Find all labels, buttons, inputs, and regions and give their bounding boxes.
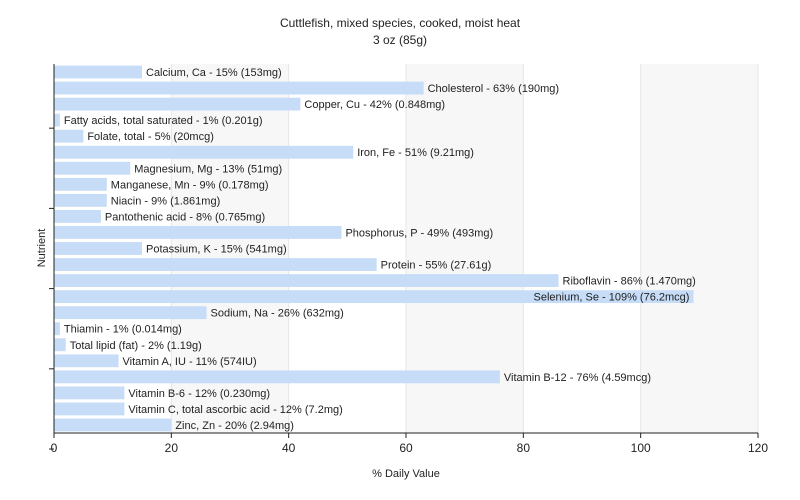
bar-label: Folate, total - 5% (20mcg) — [87, 131, 214, 143]
bar-label: Protein - 55% (27.61g) — [381, 260, 492, 272]
x-tick-label: 100 — [631, 441, 651, 455]
bar-label: Pantothenic acid - 8% (0.765mg) — [105, 211, 265, 223]
bar — [54, 193, 107, 207]
x-tick-label: 20 — [165, 441, 179, 455]
bar — [54, 145, 354, 159]
bar — [54, 306, 207, 320]
bar-label: Potassium, K - 15% (541mg) — [146, 244, 287, 256]
chart-subtitle: 3 oz (85g) — [373, 33, 427, 47]
x-axis-label: % Daily Value — [372, 468, 440, 480]
bar-label: Vitamin C, total ascorbic acid - 12% (7.… — [128, 404, 342, 416]
grid-band — [640, 64, 758, 433]
x-tick-label: 60 — [399, 441, 413, 455]
bar — [54, 402, 125, 416]
bar — [54, 338, 66, 352]
bar — [54, 386, 125, 400]
bar-label: Magnesium, Mg - 13% (51mg) — [134, 163, 282, 175]
bar — [54, 322, 60, 336]
x-tick-label: 0 — [51, 441, 58, 455]
bar — [54, 370, 500, 384]
bar — [54, 81, 424, 95]
bar-label: Total lipid (fat) - 2% (1.19g) — [70, 340, 202, 352]
bar-label: Niacin - 9% (1.861mg) — [111, 195, 220, 207]
bar-label: Riboflavin - 86% (1.470mg) — [563, 276, 696, 288]
bar-label: Selenium, Se - 109% (76.2mcg) — [534, 292, 690, 304]
bar-label: Cholesterol - 63% (190mg) — [428, 83, 559, 95]
bar-label: Thiamin - 1% (0.014mg) — [64, 324, 182, 336]
bar — [54, 97, 301, 111]
bar-label: Vitamin A, IU - 11% (574IU) — [123, 356, 257, 368]
bar-label: Zinc, Zn - 20% (2.94mg) — [175, 420, 294, 432]
bar — [54, 290, 694, 304]
bar — [54, 258, 377, 271]
bar — [54, 129, 84, 143]
bar-label: Fatty acids, total saturated - 1% (0.201… — [64, 115, 263, 127]
y-axis-label: Nutrient — [36, 229, 48, 268]
bar — [54, 274, 559, 288]
bar — [54, 177, 107, 191]
bar-label: Calcium, Ca - 15% (153mg) — [146, 67, 282, 79]
bar — [54, 161, 131, 175]
bar — [54, 354, 119, 368]
bar-label: Vitamin B-12 - 76% (4.59mcg) — [504, 372, 651, 384]
bar-label: Manganese, Mn - 9% (0.178mg) — [111, 179, 269, 191]
bar-label: Sodium, Na - 26% (632mg) — [211, 308, 344, 320]
bar — [54, 226, 342, 239]
bar — [54, 65, 142, 79]
chart-title: Cuttlefish, mixed species, cooked, moist… — [280, 16, 521, 30]
x-tick-label: 40 — [282, 441, 296, 455]
x-tick-label: 80 — [517, 441, 531, 455]
x-tick-labels: 0 20 40 60 80 100 120 — [51, 433, 768, 455]
x-tick-label: 120 — [748, 441, 768, 455]
bar — [54, 209, 101, 223]
bar-label: Iron, Fe - 51% (9.21mg) — [357, 147, 474, 159]
bar-label: Phosphorus, P - 49% (493mg) — [345, 227, 493, 239]
bar — [54, 113, 60, 127]
bar — [54, 242, 142, 255]
bar — [54, 418, 172, 432]
bar-label: Vitamin B-6 - 12% (0.230mg) — [128, 388, 270, 400]
bars: Calcium, Ca - 15% (153mg) Cholesterol - 6… — [54, 65, 696, 432]
bar-label: Copper, Cu - 42% (0.848mg) — [304, 99, 445, 111]
